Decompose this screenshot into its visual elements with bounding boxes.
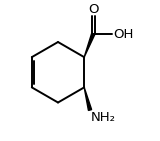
Text: O: O <box>88 3 98 16</box>
Polygon shape <box>84 87 92 110</box>
Polygon shape <box>84 33 95 57</box>
Text: OH: OH <box>113 28 133 41</box>
Text: NH₂: NH₂ <box>91 111 116 124</box>
